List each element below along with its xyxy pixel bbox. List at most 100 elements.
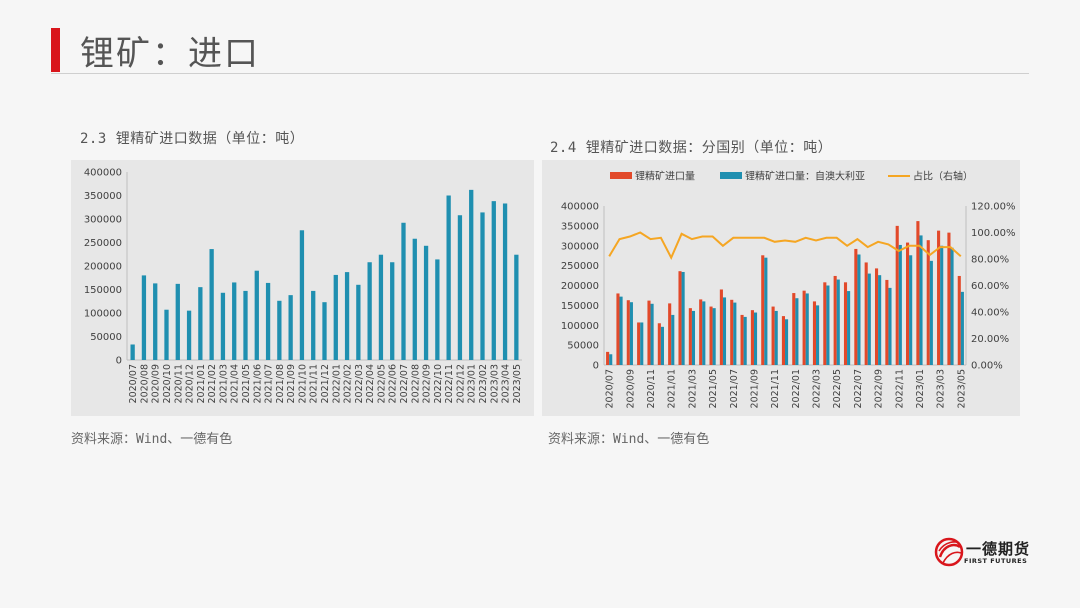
bar-australia xyxy=(629,302,633,365)
x-tick-label: 2020/09 xyxy=(625,369,636,408)
bar xyxy=(153,283,158,360)
bar xyxy=(344,272,350,360)
x-tick-label: 2021/11 xyxy=(770,369,781,408)
x-tick-label: 2020/07 xyxy=(605,369,616,408)
bar xyxy=(469,189,474,360)
bar-total xyxy=(647,300,651,365)
x-tick-label: 2021/09 xyxy=(749,369,760,408)
bar-total xyxy=(792,293,796,365)
bar-australia xyxy=(774,310,778,365)
bar xyxy=(480,212,485,360)
y-tick-label: 50000 xyxy=(90,332,122,343)
x-tick-label: 2022/09 xyxy=(422,364,433,403)
bar-total xyxy=(802,290,806,365)
left-bar-chart: 0 50000 100000 150000 200000 250000 300000 3500… xyxy=(84,168,523,404)
bar xyxy=(198,287,203,360)
x-tick-label: 2021/10 xyxy=(297,364,308,403)
bar xyxy=(412,238,417,360)
x-tick-label: 2023/02 xyxy=(478,364,489,403)
x-tick-label: 2021/07 xyxy=(729,369,740,408)
x-tick-label: 2021/03 xyxy=(687,369,698,408)
bar-australia xyxy=(878,275,882,365)
bar xyxy=(288,295,293,360)
x-tick-label: 2022/05 xyxy=(832,369,843,408)
bar-total xyxy=(812,301,817,365)
bar-australia xyxy=(743,316,747,365)
x-tick-label: 2020/08 xyxy=(139,364,150,403)
x-tick-label: 2021/07 xyxy=(264,364,275,403)
bar-total xyxy=(719,289,723,365)
x-tick-label: 2021/01 xyxy=(667,369,678,408)
y2-tick-label: 20.00% xyxy=(971,334,1009,345)
bar xyxy=(446,195,451,360)
bar-australia xyxy=(640,322,644,365)
bar xyxy=(401,222,406,360)
x-tick-label: 2022/11 xyxy=(894,369,905,408)
bar xyxy=(378,254,384,360)
y-tick-label: 0 xyxy=(593,361,599,372)
x-tick-label: 2021/02 xyxy=(207,364,218,403)
bar-australia xyxy=(929,260,933,365)
bar-total xyxy=(730,299,734,365)
x-tick-label: 2021/03 xyxy=(218,364,229,403)
bar-australia xyxy=(836,279,840,365)
y-tick-label: 0 xyxy=(116,356,122,367)
bar-australia xyxy=(940,245,944,365)
y-tick-label: 100000 xyxy=(561,321,599,332)
bar-australia xyxy=(898,244,902,365)
bar xyxy=(220,292,226,360)
x-tick-label: 2020/09 xyxy=(151,364,162,403)
bar-total xyxy=(957,275,961,365)
bar-total xyxy=(771,306,775,365)
bar-total xyxy=(823,282,827,365)
x-tick-label: 2022/09 xyxy=(874,369,885,408)
legend-swatch xyxy=(610,172,632,179)
legend-label: 占比（右轴） xyxy=(913,170,973,183)
y-tick-label: 300000 xyxy=(561,241,599,252)
bar-total xyxy=(750,310,754,365)
bar-total xyxy=(668,303,672,365)
left-chart-panel: 0 50000 100000 150000 200000 250000 300000 3500… xyxy=(71,160,534,416)
bar-australia xyxy=(950,247,954,365)
x-tick-label: 2020/11 xyxy=(173,364,184,403)
bar xyxy=(333,274,338,360)
bar xyxy=(141,275,147,360)
bar-australia xyxy=(619,296,623,365)
bar-australia xyxy=(753,312,758,365)
y-tick-label: 400000 xyxy=(84,168,122,179)
bar-australia xyxy=(722,297,727,365)
x-tick-label: 2020/12 xyxy=(185,364,196,403)
x-tick-label: 2021/11 xyxy=(309,364,320,403)
logo-swirl-icon xyxy=(934,537,964,567)
bar xyxy=(277,300,282,360)
bar-australia xyxy=(909,255,913,365)
x-tick-label: 2023/05 xyxy=(956,369,967,408)
x-tick-label: 2022/10 xyxy=(433,364,444,403)
legend-swatch xyxy=(720,172,742,179)
x-tick-label: 2023/01 xyxy=(915,369,926,408)
bar xyxy=(435,259,440,360)
bar xyxy=(243,290,248,360)
bar-total xyxy=(606,351,610,365)
bar xyxy=(390,262,395,360)
left-chart-caption: 2.3 锂精矿进口数据（单位：吨） xyxy=(80,131,305,147)
bar-total xyxy=(699,299,703,365)
x-tick-label: 2023/03 xyxy=(936,369,947,408)
legend-label: 锂精矿进口量 xyxy=(635,170,695,183)
bar-total xyxy=(637,322,641,365)
y-tick-label: 350000 xyxy=(84,191,122,202)
bar-australia xyxy=(960,291,964,365)
bar xyxy=(130,344,135,360)
bar-australia xyxy=(816,305,820,365)
x-tick-label: 2020/07 xyxy=(128,364,139,403)
bar xyxy=(254,270,259,360)
bar-australia xyxy=(764,257,768,365)
x-tick-label: 2021/09 xyxy=(286,364,297,403)
y2-tick-label: 0.00% xyxy=(971,361,1003,372)
x-tick-label: 2020/10 xyxy=(162,364,173,403)
bar-australia xyxy=(795,298,799,365)
bar-total xyxy=(761,255,765,365)
bar-total xyxy=(843,282,848,365)
x-tick-label: 2023/05 xyxy=(512,364,523,403)
bar-total xyxy=(709,306,713,365)
